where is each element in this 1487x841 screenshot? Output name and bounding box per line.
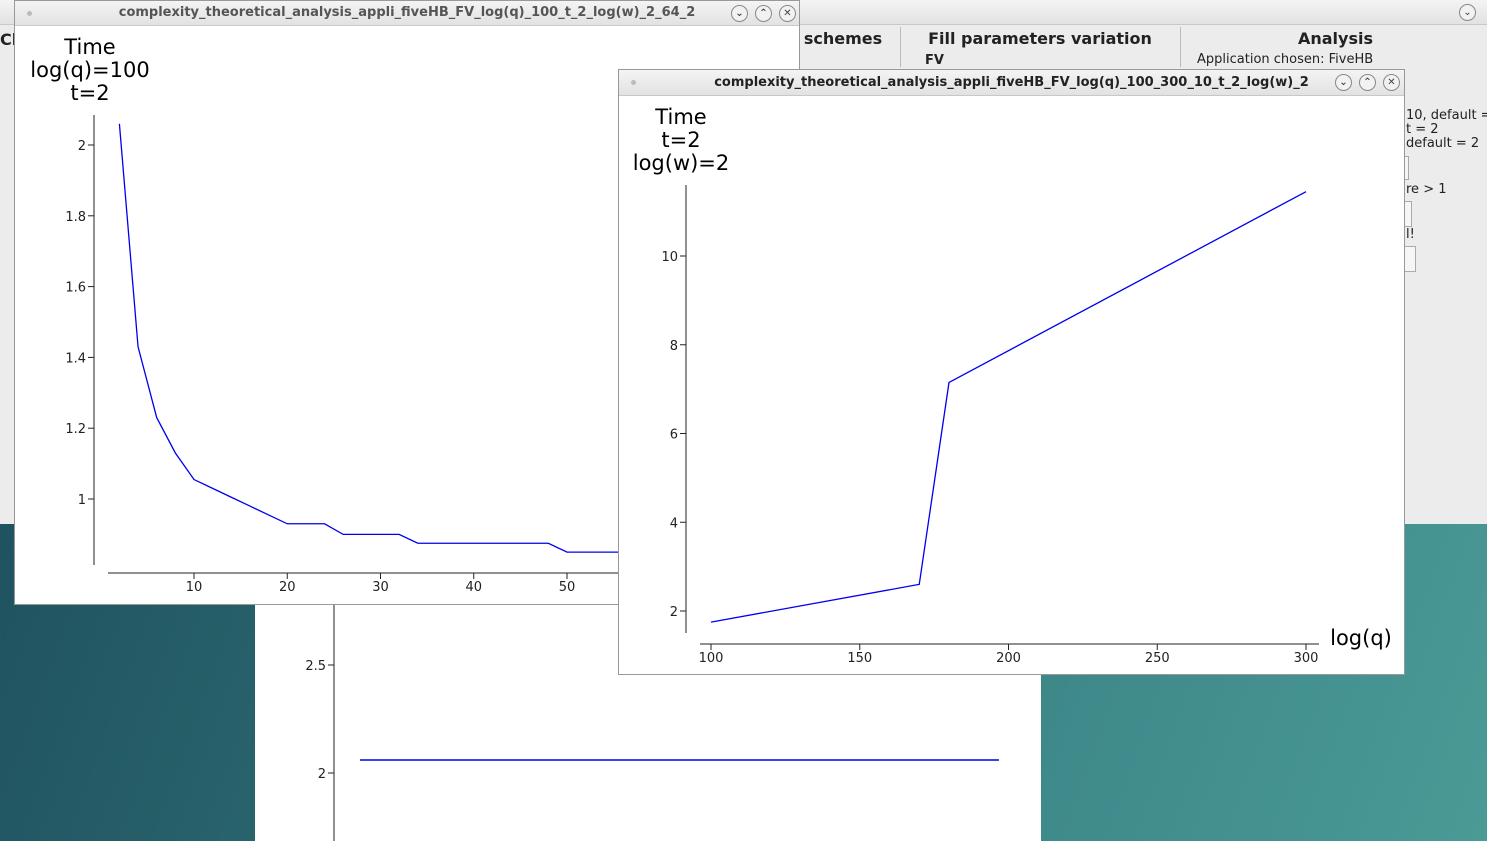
- plot2-series-line: [710, 191, 1307, 623]
- window-menu-icon[interactable]: [27, 11, 32, 16]
- plot2-y-tick-label: 4: [670, 516, 678, 531]
- plot1-x-tick-label: 50: [559, 580, 576, 595]
- tab-fill-parameters-variation[interactable]: Fill parameters variation: [928, 29, 1152, 48]
- plot1-y-tick-label: 1.4: [65, 351, 86, 366]
- plot1-minimize-button[interactable]: ⌄: [731, 5, 748, 22]
- plot1-close-button[interactable]: ✕: [779, 5, 796, 22]
- plot2-label-line: t=2: [661, 128, 700, 152]
- back-y-tick-label: 2: [318, 767, 326, 782]
- plot2-label-line: log(w)=2: [633, 151, 730, 175]
- tab-analysis[interactable]: Analysis: [1297, 29, 1373, 48]
- tab-separator: [1180, 27, 1181, 67]
- plot2-close-button[interactable]: ✕: [1383, 74, 1400, 91]
- plot1-x-tick-label: 40: [465, 580, 482, 595]
- plot1-y-tick-label: 1.2: [65, 422, 86, 437]
- plot2-y-tick-label: 2: [670, 605, 678, 620]
- param-text-fragment: t = 2: [1406, 122, 1439, 137]
- plot2-x-tick-label: 150: [847, 651, 872, 666]
- plot1-label-line: t=2: [70, 81, 109, 105]
- plot2-label-line: Time: [654, 105, 706, 129]
- plot2-x-tick-label: 100: [699, 651, 724, 666]
- fv-label: FV: [925, 53, 944, 68]
- window-menu-icon[interactable]: [631, 80, 636, 85]
- plot1-label-line: Time: [63, 35, 115, 59]
- back-plot-svg: 2.5 2: [305, 590, 999, 841]
- plot1-label-line: log(q)=100: [30, 58, 149, 82]
- plot1-x-tick-label: 10: [186, 580, 203, 595]
- plot2-x-tick-label: 300: [1294, 651, 1319, 666]
- plot2-maximize-button[interactable]: ⌃: [1359, 74, 1376, 91]
- plot2-chart: Time t=2 log(w)=2 100 150 200 250 300246810 …: [633, 105, 1392, 666]
- plot1-y-tick-label: 1: [78, 493, 86, 508]
- plot1-series-line: [118, 123, 623, 553]
- plot1-y-tick-label: 1.6: [65, 281, 86, 296]
- plot2-x-axis-label: log(q): [1330, 626, 1392, 650]
- plot1-y-tick-label: 2: [78, 139, 86, 154]
- plot2-x-tick-label: 200: [996, 651, 1021, 666]
- param-text-fragment: 10, default =: [1406, 108, 1487, 123]
- plot2-y-tick-label: 6: [670, 428, 678, 443]
- plot2-minimize-button[interactable]: ⌄: [1335, 74, 1352, 91]
- plot2-y-tick-label: 8: [670, 339, 678, 354]
- plot2-titlebar[interactable]: complexity_theoretical_analysis_appli_fi…: [619, 70, 1404, 96]
- back-y-tick-label: 2.5: [305, 659, 326, 674]
- plot1-titlebar[interactable]: complexity_theoretical_analysis_appli_fi…: [15, 1, 799, 26]
- main-minimize-button[interactable]: ⌄: [1459, 4, 1476, 21]
- plot1-y-tick-label: 1.8: [65, 210, 86, 225]
- plot1-x-tick-label: 30: [372, 580, 389, 595]
- plot2-y-tick-label: 10: [661, 250, 678, 265]
- tab-schemes[interactable]: schemes: [803, 29, 883, 48]
- param-text-fragment: default = 2: [1406, 136, 1480, 151]
- plot1-title: complexity_theoretical_analysis_appli_fi…: [118, 5, 696, 20]
- plot1-chart: Time log(q)=100 t=2 10 20 30 40 50 1 1.2 1.4 1.6…: [30, 35, 801, 595]
- plot1-x-tick-label: 20: [279, 580, 296, 595]
- application-chosen-text: Application chosen: FiveHB: [1197, 52, 1374, 67]
- param-text-fragment: re > 1: [1406, 182, 1447, 197]
- plot1-maximize-button[interactable]: ⌃: [755, 5, 772, 22]
- plot-window-2: complexity_theoretical_analysis_appli_fi…: [618, 69, 1405, 675]
- tab-separator: [900, 27, 901, 67]
- plot2-x-tick-label: 250: [1145, 651, 1170, 666]
- param-text-fragment: l!: [1406, 227, 1415, 242]
- plot2-title: complexity_theoretical_analysis_appli_fi…: [714, 75, 1309, 90]
